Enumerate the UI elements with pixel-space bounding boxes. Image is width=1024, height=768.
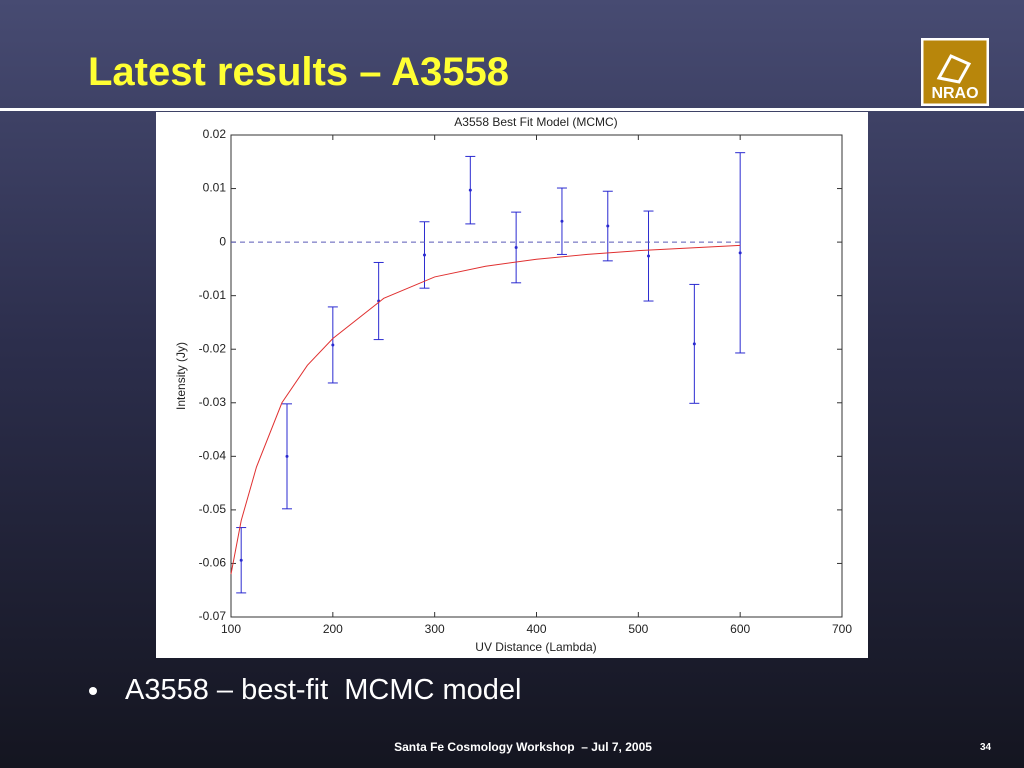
- x-tick-label: 400: [526, 622, 546, 636]
- point: [468, 188, 472, 192]
- x-tick-label: 100: [221, 622, 241, 636]
- y-tick-label: 0.02: [203, 127, 227, 141]
- y-tick-label: 0.01: [203, 181, 227, 195]
- x-tick-label: 200: [323, 622, 343, 636]
- x-tick-label: 600: [730, 622, 750, 636]
- y-tick-label: 0: [219, 234, 226, 248]
- point: [606, 224, 610, 228]
- footer: Santa Fe Cosmology Workshop – Jul 7, 200…: [394, 740, 652, 754]
- bullet-dot: [89, 687, 97, 695]
- point: [738, 251, 742, 255]
- x-tick-label: 500: [628, 622, 648, 636]
- point: [692, 342, 696, 346]
- y-tick-label: -0.01: [199, 288, 227, 302]
- bullet-text: A3558 – best-fit MCMC model: [125, 674, 522, 706]
- logo-dish: [936, 54, 972, 84]
- chart-title: A3558 Best Fit Model (MCMC): [454, 115, 617, 129]
- fit-line: [230, 244, 741, 575]
- point: [647, 254, 651, 258]
- y-tick-label: -0.02: [199, 341, 227, 355]
- chart-background: [156, 112, 868, 658]
- y-axis-label: Intensity (Jy): [174, 342, 188, 410]
- point: [239, 558, 243, 562]
- y-tick-label: -0.06: [199, 556, 227, 570]
- page-number: 34: [980, 742, 992, 753]
- x-axis-label: UV Distance (Lambda): [475, 640, 596, 654]
- slide-title: Latest results – A3558: [88, 50, 509, 94]
- point: [560, 219, 564, 223]
- logo-box: [921, 38, 989, 106]
- point: [285, 454, 289, 458]
- point: [422, 253, 426, 257]
- y-tick-label: -0.03: [199, 395, 227, 409]
- chart: A3558 Best Fit Model (MCMC) UV Distance …: [156, 112, 868, 658]
- point: [514, 245, 518, 249]
- y-tick-label: -0.07: [199, 609, 227, 623]
- y-tick-label: -0.04: [199, 449, 227, 463]
- title-rule: [0, 108, 1024, 111]
- point: [331, 343, 335, 347]
- x-tick-label: 700: [832, 622, 852, 636]
- logo: NRAO: [921, 38, 989, 106]
- x-tick-label: 300: [425, 622, 445, 636]
- y-tick-label: -0.05: [199, 502, 227, 516]
- logo-text: NRAO: [931, 85, 978, 102]
